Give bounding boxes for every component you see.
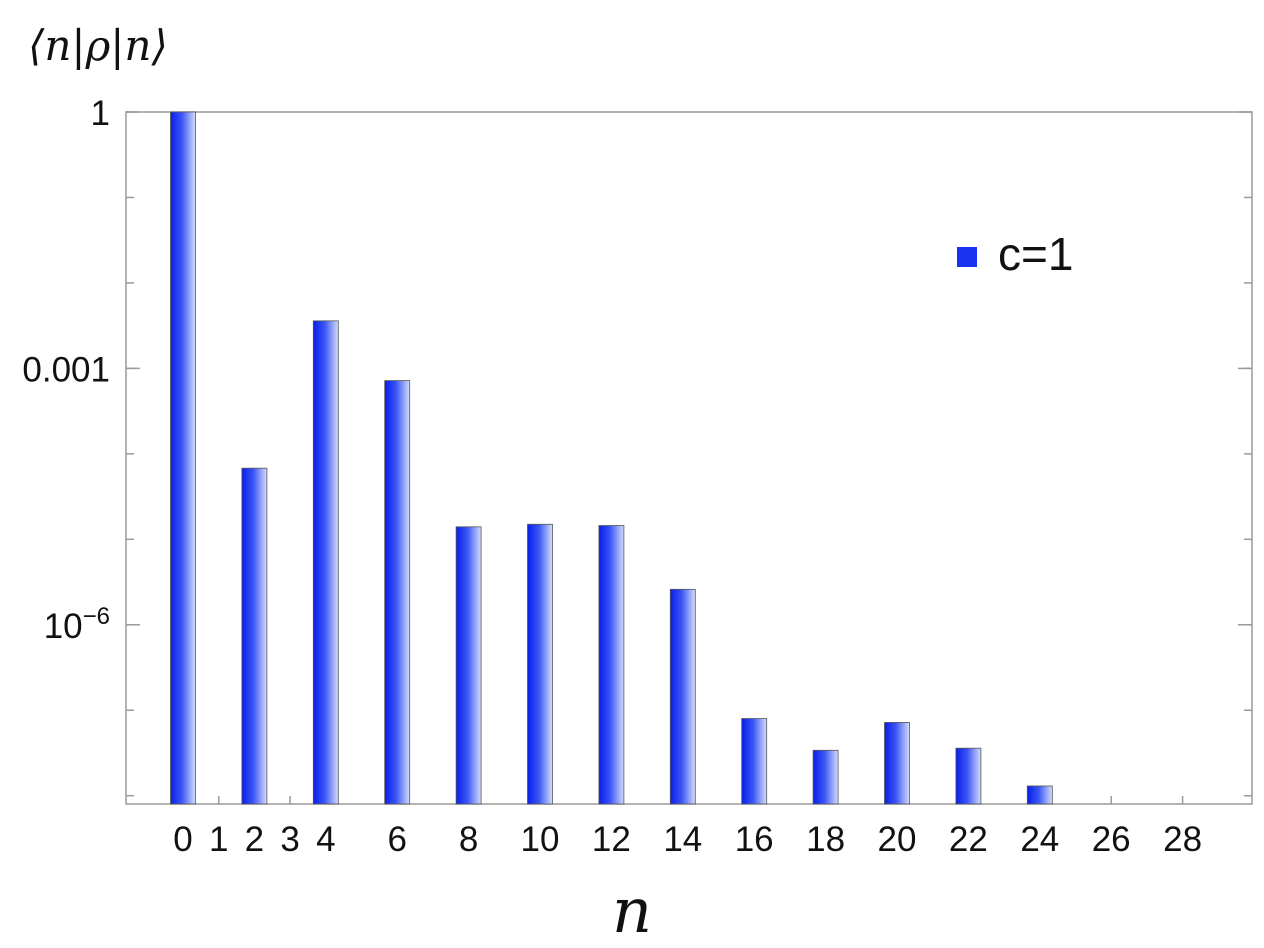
- bar: [455, 526, 482, 805]
- x-ticks: 0 1 2 3 4 6 8 10 12 14 16 18 20 22 24 26 28: [173, 796, 1202, 859]
- legend-label: c=1: [998, 228, 1073, 280]
- x-tick-label: 1: [209, 820, 228, 859]
- x-tick-label: 16: [735, 820, 774, 859]
- bar: [884, 722, 910, 805]
- x-tick-label: 28: [1163, 820, 1202, 859]
- bar: [527, 523, 553, 805]
- bar: [598, 525, 625, 805]
- x-tick-label: 24: [1020, 820, 1059, 859]
- bar: [241, 467, 268, 805]
- y-tick-label: 10−6: [44, 603, 110, 646]
- legend-swatch: [957, 247, 977, 267]
- x-tick-label: 14: [663, 820, 702, 859]
- y-axis-title: ⟨n|ρ|n⟩: [28, 21, 168, 70]
- bar: [384, 380, 411, 805]
- bar: [669, 588, 696, 805]
- bar: [812, 749, 839, 805]
- x-tick-label: 3: [280, 820, 299, 859]
- x-tick-label: 22: [949, 820, 988, 859]
- y-tick-label: 1: [91, 94, 110, 133]
- x-tick-label: 18: [806, 820, 845, 859]
- x-tick-label: 26: [1092, 820, 1131, 859]
- y-ticks: 1 0.001 10−6: [22, 94, 1252, 797]
- x-tick-label: 0: [173, 820, 192, 859]
- bars: [170, 111, 1053, 805]
- x-tick-label: 8: [459, 820, 478, 859]
- x-tick-label: 4: [316, 820, 335, 859]
- y-tick-label: 0.001: [22, 350, 110, 389]
- bar: [312, 320, 339, 805]
- x-tick-label: 2: [245, 820, 264, 859]
- x-tick-label: 6: [387, 820, 406, 859]
- bar: [741, 718, 768, 805]
- legend: c=1: [957, 228, 1073, 280]
- x-tick-label: 20: [878, 820, 917, 859]
- bar: [1026, 785, 1053, 805]
- x-axis-title: n: [612, 874, 652, 947]
- bar: [170, 111, 196, 805]
- x-tick-label: 12: [592, 820, 631, 859]
- x-tick-label: 10: [521, 820, 560, 859]
- bar: [955, 747, 982, 805]
